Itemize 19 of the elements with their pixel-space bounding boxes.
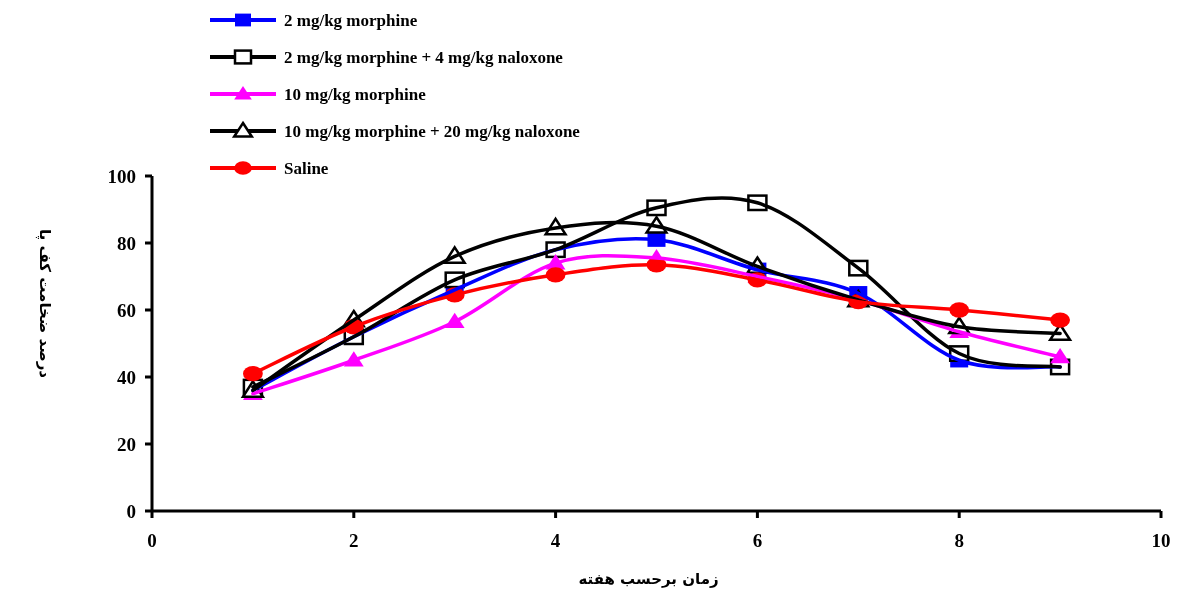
x-tick-label: 0 [147, 530, 157, 551]
legend-label: 10 mg/kg morphine + 20 mg/kg naloxone [284, 121, 581, 141]
y-axis-title: درصد ضخامت کف پا [35, 228, 54, 379]
y-tick-label: 0 [126, 500, 136, 522]
y-tick-label: 40 [117, 366, 136, 388]
y-tick-label: 60 [117, 299, 136, 321]
x-tick-label: 10 [1151, 530, 1171, 551]
y-tick-label: 80 [117, 232, 136, 254]
legend-label: Saline [284, 158, 329, 178]
legend-label: 2 mg/kg morphine + 4 mg/kg naloxone [284, 47, 564, 67]
x-tick-label: 8 [954, 530, 964, 551]
y-tick-label: 100 [107, 165, 136, 187]
x-tick-label: 2 [349, 530, 359, 551]
legend-label: 2 mg/kg morphine [284, 10, 418, 30]
x-tick-label: 6 [752, 530, 763, 551]
legend-label: 10 mg/kg morphine [284, 84, 427, 104]
x-tick-label: 4 [550, 530, 561, 551]
x-axis-title: زمان برحسب هفته [578, 570, 719, 588]
y-tick-label: 20 [117, 433, 136, 455]
